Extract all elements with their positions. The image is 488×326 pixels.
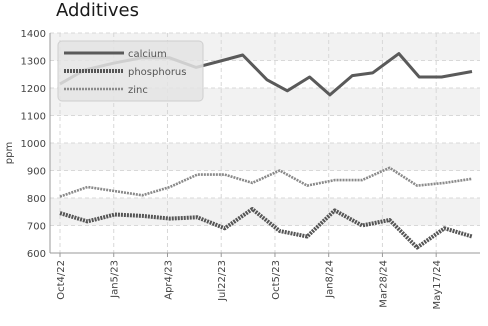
chart-title: Additives xyxy=(56,0,140,21)
x-tick-label: Oct4/22 xyxy=(56,260,67,300)
y-tick-labels: 600 700 800 900 1000 1100 1200 1300 1400 xyxy=(21,29,46,260)
y-tick-label: 800 xyxy=(27,194,46,205)
x-tick-label: Jan8/24 xyxy=(325,260,336,299)
y-tick-label: 1200 xyxy=(21,84,46,95)
y-tick-label: 900 xyxy=(27,167,46,178)
plot-band xyxy=(50,115,480,143)
series-line-zinc xyxy=(59,166,473,198)
x-tick-labels: Oct4/22 Jan5/23 Apr4/23 Jul22/23 Oct5/23 Jan8… xyxy=(56,253,443,310)
legend-label-calcium: calcium xyxy=(128,49,167,60)
y-tick-label: 600 xyxy=(27,249,46,260)
plot-band xyxy=(50,143,480,171)
legend-box xyxy=(57,40,204,102)
y-tick-label: 1400 xyxy=(21,29,46,40)
y-tick-label: 1000 xyxy=(21,139,46,150)
series-line-phosphorus xyxy=(59,207,473,250)
x-tick-label: Apr4/23 xyxy=(163,260,174,300)
y-tick-label: 700 xyxy=(27,222,46,233)
axes xyxy=(49,33,480,254)
legend-label-phosphorus: phosphorus xyxy=(128,67,186,78)
x-tick-label: Oct5/23 xyxy=(271,260,282,300)
y-tick-label: 1300 xyxy=(21,57,46,68)
plot-band xyxy=(50,225,480,253)
y-axis-label: ppm xyxy=(4,142,15,164)
x-tick-label: Mar28/24 xyxy=(378,260,389,308)
x-tick-label: May17/24 xyxy=(432,260,443,310)
legend-label-zinc: zinc xyxy=(128,85,148,96)
plot-band xyxy=(50,170,480,198)
x-tick-label: Jan5/23 xyxy=(110,260,121,299)
legend: calcium phosphorus zinc xyxy=(57,40,204,102)
y-tick-label: 1100 xyxy=(21,112,46,123)
x-tick-label: Jul22/23 xyxy=(217,260,228,302)
